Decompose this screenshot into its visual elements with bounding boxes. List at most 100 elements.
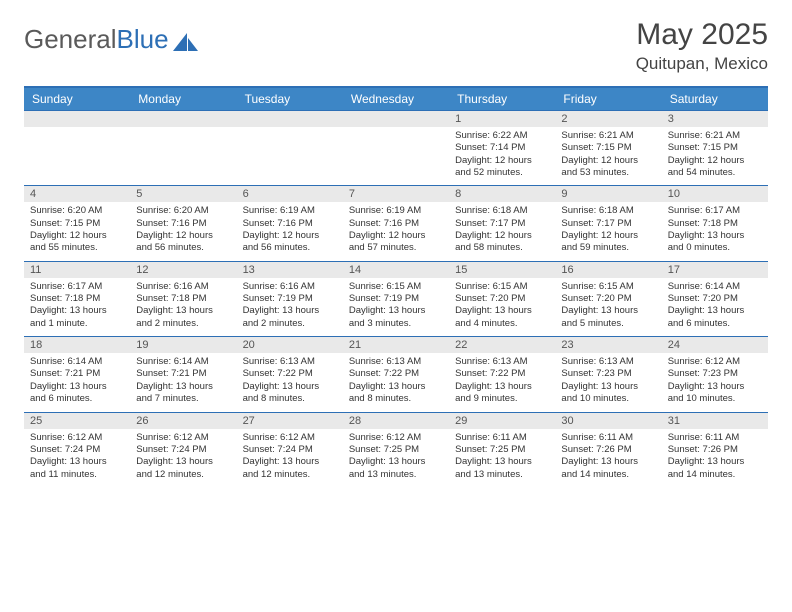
day-line: Sunset: 7:17 PM bbox=[455, 218, 549, 230]
day-cell: Sunrise: 6:12 AMSunset: 7:25 PMDaylight:… bbox=[343, 429, 449, 487]
day-number: 27 bbox=[237, 413, 343, 429]
day-number: 8 bbox=[449, 186, 555, 202]
day-line: Daylight: 12 hours and 58 minutes. bbox=[455, 230, 549, 255]
location: Quitupan, Mexico bbox=[636, 54, 768, 74]
day-cell: Sunrise: 6:11 AMSunset: 7:26 PMDaylight:… bbox=[555, 429, 661, 487]
day-number: 29 bbox=[449, 413, 555, 429]
day-cell: Sunrise: 6:12 AMSunset: 7:23 PMDaylight:… bbox=[662, 353, 768, 411]
month-title: May 2025 bbox=[636, 18, 768, 52]
day-line: Sunrise: 6:14 AM bbox=[668, 281, 762, 293]
day-line: Sunset: 7:20 PM bbox=[668, 293, 762, 305]
day-cell: Sunrise: 6:20 AMSunset: 7:15 PMDaylight:… bbox=[24, 202, 130, 260]
day-line: Daylight: 13 hours and 3 minutes. bbox=[349, 305, 443, 330]
week-row: 25262728293031Sunrise: 6:12 AMSunset: 7:… bbox=[24, 412, 768, 487]
day-number: 6 bbox=[237, 186, 343, 202]
dow-cell: Sunday bbox=[24, 88, 130, 110]
day-line: Daylight: 12 hours and 53 minutes. bbox=[561, 155, 655, 180]
day-cell: Sunrise: 6:13 AMSunset: 7:23 PMDaylight:… bbox=[555, 353, 661, 411]
week-row: 18192021222324Sunrise: 6:14 AMSunset: 7:… bbox=[24, 336, 768, 411]
day-line: Sunrise: 6:12 AM bbox=[136, 432, 230, 444]
day-line: Daylight: 13 hours and 14 minutes. bbox=[561, 456, 655, 481]
day-cell bbox=[343, 127, 449, 185]
day-number: 4 bbox=[24, 186, 130, 202]
day-line: Sunset: 7:24 PM bbox=[136, 444, 230, 456]
day-line: Sunset: 7:15 PM bbox=[561, 142, 655, 154]
day-line: Sunrise: 6:21 AM bbox=[561, 130, 655, 142]
day-number: 11 bbox=[24, 262, 130, 278]
day-line: Sunset: 7:19 PM bbox=[349, 293, 443, 305]
logo: GeneralBlue bbox=[24, 24, 199, 55]
day-line: Sunrise: 6:11 AM bbox=[455, 432, 549, 444]
day-line: Sunset: 7:22 PM bbox=[243, 368, 337, 380]
day-line: Sunrise: 6:13 AM bbox=[455, 356, 549, 368]
day-cell: Sunrise: 6:13 AMSunset: 7:22 PMDaylight:… bbox=[237, 353, 343, 411]
day-number: 17 bbox=[662, 262, 768, 278]
day-line: Sunrise: 6:13 AM bbox=[243, 356, 337, 368]
day-line: Sunrise: 6:12 AM bbox=[243, 432, 337, 444]
day-number: 3 bbox=[662, 111, 768, 127]
day-number: 22 bbox=[449, 337, 555, 353]
day-line: Sunset: 7:15 PM bbox=[30, 218, 124, 230]
day-line: Sunset: 7:16 PM bbox=[243, 218, 337, 230]
logo-text: GeneralBlue bbox=[24, 24, 169, 55]
day-line: Daylight: 13 hours and 8 minutes. bbox=[243, 381, 337, 406]
day-line: Daylight: 12 hours and 56 minutes. bbox=[136, 230, 230, 255]
day-number: 21 bbox=[343, 337, 449, 353]
day-number: 18 bbox=[24, 337, 130, 353]
day-line: Daylight: 13 hours and 1 minute. bbox=[30, 305, 124, 330]
day-number: 16 bbox=[555, 262, 661, 278]
day-number: 23 bbox=[555, 337, 661, 353]
day-number: 10 bbox=[662, 186, 768, 202]
day-cell: Sunrise: 6:20 AMSunset: 7:16 PMDaylight:… bbox=[130, 202, 236, 260]
day-line: Sunrise: 6:19 AM bbox=[243, 205, 337, 217]
day-number: 9 bbox=[555, 186, 661, 202]
day-line: Sunset: 7:22 PM bbox=[349, 368, 443, 380]
day-line: Sunset: 7:17 PM bbox=[561, 218, 655, 230]
day-line: Sunset: 7:25 PM bbox=[455, 444, 549, 456]
day-cell: Sunrise: 6:17 AMSunset: 7:18 PMDaylight:… bbox=[24, 278, 130, 336]
day-cell: Sunrise: 6:13 AMSunset: 7:22 PMDaylight:… bbox=[449, 353, 555, 411]
day-line: Sunrise: 6:16 AM bbox=[136, 281, 230, 293]
day-line: Daylight: 12 hours and 56 minutes. bbox=[243, 230, 337, 255]
day-cell: Sunrise: 6:14 AMSunset: 7:20 PMDaylight:… bbox=[662, 278, 768, 336]
week-row: 11121314151617Sunrise: 6:17 AMSunset: 7:… bbox=[24, 261, 768, 336]
day-number: 12 bbox=[130, 262, 236, 278]
day-number: 28 bbox=[343, 413, 449, 429]
day-line: Sunset: 7:14 PM bbox=[455, 142, 549, 154]
day-line: Sunset: 7:20 PM bbox=[455, 293, 549, 305]
day-line: Daylight: 13 hours and 8 minutes. bbox=[349, 381, 443, 406]
day-line: Sunset: 7:24 PM bbox=[30, 444, 124, 456]
day-line: Sunrise: 6:16 AM bbox=[243, 281, 337, 293]
day-number bbox=[24, 111, 130, 127]
day-line: Sunrise: 6:14 AM bbox=[30, 356, 124, 368]
day-cell: Sunrise: 6:19 AMSunset: 7:16 PMDaylight:… bbox=[343, 202, 449, 260]
day-cell: Sunrise: 6:19 AMSunset: 7:16 PMDaylight:… bbox=[237, 202, 343, 260]
dow-cell: Saturday bbox=[662, 88, 768, 110]
day-number: 24 bbox=[662, 337, 768, 353]
day-line: Daylight: 13 hours and 4 minutes. bbox=[455, 305, 549, 330]
day-number: 13 bbox=[237, 262, 343, 278]
day-line: Sunrise: 6:11 AM bbox=[668, 432, 762, 444]
day-cell: Sunrise: 6:16 AMSunset: 7:18 PMDaylight:… bbox=[130, 278, 236, 336]
day-cell bbox=[130, 127, 236, 185]
day-line: Sunset: 7:18 PM bbox=[30, 293, 124, 305]
day-cell bbox=[24, 127, 130, 185]
day-line: Sunset: 7:16 PM bbox=[136, 218, 230, 230]
day-line: Daylight: 13 hours and 6 minutes. bbox=[30, 381, 124, 406]
day-number: 19 bbox=[130, 337, 236, 353]
day-line: Daylight: 13 hours and 14 minutes. bbox=[668, 456, 762, 481]
day-cell: Sunrise: 6:12 AMSunset: 7:24 PMDaylight:… bbox=[24, 429, 130, 487]
day-line: Sunset: 7:23 PM bbox=[668, 368, 762, 380]
day-line: Sunrise: 6:18 AM bbox=[561, 205, 655, 217]
day-cell: Sunrise: 6:17 AMSunset: 7:18 PMDaylight:… bbox=[662, 202, 768, 260]
day-number: 31 bbox=[662, 413, 768, 429]
day-line: Sunrise: 6:13 AM bbox=[561, 356, 655, 368]
day-number: 30 bbox=[555, 413, 661, 429]
day-line: Sunset: 7:21 PM bbox=[136, 368, 230, 380]
day-number: 26 bbox=[130, 413, 236, 429]
day-line: Sunset: 7:15 PM bbox=[668, 142, 762, 154]
day-cell: Sunrise: 6:21 AMSunset: 7:15 PMDaylight:… bbox=[555, 127, 661, 185]
day-cell: Sunrise: 6:22 AMSunset: 7:14 PMDaylight:… bbox=[449, 127, 555, 185]
day-line: Sunrise: 6:21 AM bbox=[668, 130, 762, 142]
logo-part2: Blue bbox=[117, 24, 169, 54]
